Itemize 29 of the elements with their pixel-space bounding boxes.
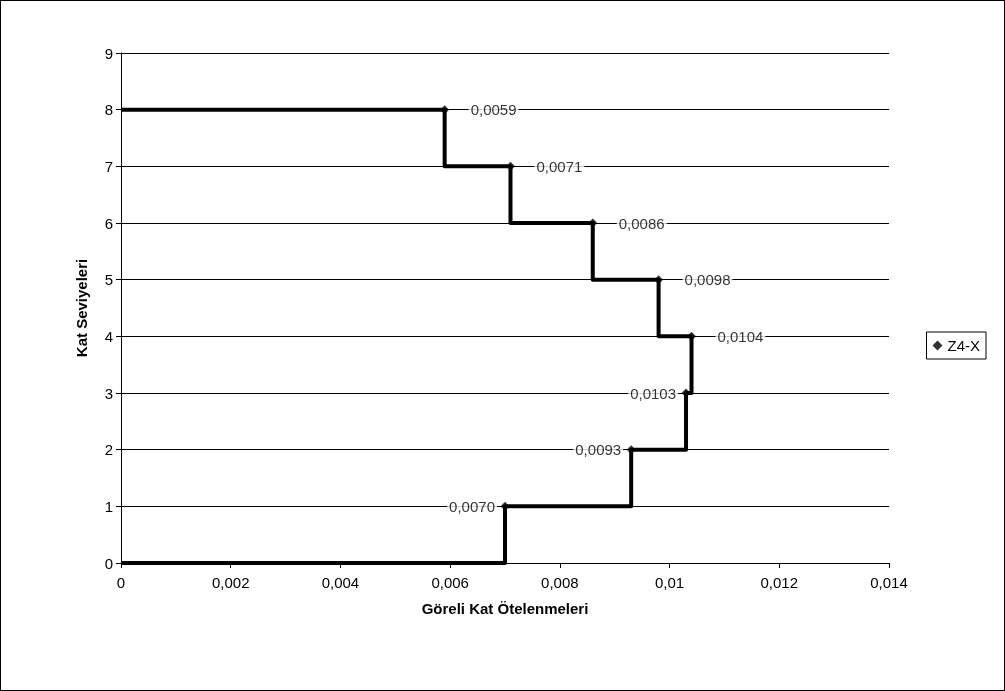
x-tick-label: 0,01 (654, 574, 685, 591)
annotation: 0,0098 (684, 271, 731, 289)
legend-label: Z4-X (947, 337, 981, 354)
x-tick-label: 0 (116, 574, 126, 591)
annotation: 0,0059 (470, 101, 517, 119)
y-tick-label: 0 (104, 554, 113, 572)
y-tick-label: 2 (104, 441, 113, 459)
y-tick-label: 6 (104, 214, 113, 232)
y-tick-label: 3 (104, 384, 113, 402)
annotation: 0,0103 (630, 384, 677, 402)
y-tick-label: 7 (104, 157, 113, 175)
x-tick-label: 0,004 (321, 574, 360, 591)
annotation: 0,0104 (717, 327, 764, 345)
x-tick-label: 0,012 (760, 574, 799, 591)
y-tick-label: 5 (104, 271, 113, 289)
x-tick-label: 0,014 (870, 574, 908, 591)
x-axis-title: Göreli Kat Ötelenmeleri (421, 600, 589, 617)
annotation: 0,0071 (536, 157, 583, 175)
x-tick-label: 0,006 (431, 574, 469, 591)
annotation: 0,0093 (575, 441, 622, 459)
x-tick-label: 0,002 (211, 574, 250, 591)
y-tick-label: 8 (104, 101, 113, 119)
annotation: 0,0070 (449, 497, 495, 515)
y-tick-label: 9 (104, 44, 113, 62)
y-tick-label: 4 (104, 327, 113, 345)
y-axis-title: Kat Seviyeleri (73, 258, 90, 358)
annotation: 0,0086 (618, 214, 665, 232)
x-tick-label: 0,008 (541, 574, 579, 591)
y-tick-label: 1 (104, 497, 113, 515)
